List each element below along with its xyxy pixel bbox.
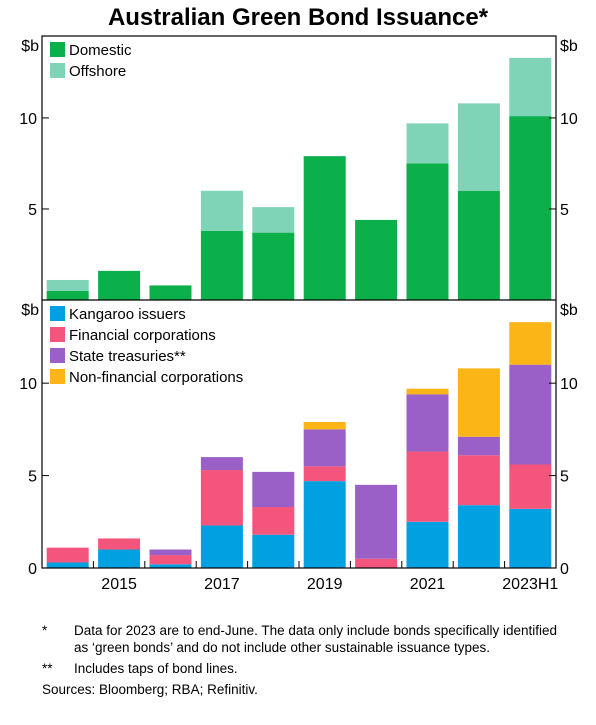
footnote-1: * Data for 2023 are to end-June. The dat…: [42, 622, 572, 656]
top-ytick-label-right-5: 5: [560, 202, 569, 219]
xtick-label-2: 2017: [204, 576, 240, 593]
bottom-bar-2022-series-3: [457, 436, 500, 456]
top-legend-label-1: Domestic: [69, 42, 132, 59]
bottom-bar-2016-series-1: [149, 564, 192, 568]
bottom-bar-2015-series-1: [98, 549, 141, 568]
bottom-unit-right: $b: [560, 302, 578, 319]
bottom-legend-swatch-4: [50, 369, 65, 384]
bottom-bar-2015-series-2: [98, 538, 141, 550]
top-bar-2016-series-1: [149, 285, 192, 300]
footnote-2: ** Includes taps of bond lines.: [42, 660, 572, 677]
bottom-bar-2017-series-1: [200, 525, 243, 568]
top-legend-swatch-1: [50, 42, 65, 57]
top-unit-left: $b: [21, 38, 39, 55]
bottom-bar-2020-series-2: [355, 558, 398, 568]
bottom-legend-swatch-1: [50, 306, 65, 321]
bottom-unit-left: $b: [21, 302, 39, 319]
top-bar-2018-series-1: [252, 232, 295, 300]
bottom-ytick-label-left-5: 5: [28, 469, 37, 486]
bottom-bar-2019-series-4: [303, 421, 346, 430]
top-bar-2018-series-2: [252, 207, 295, 233]
xtick-label-3: 2019: [307, 576, 343, 593]
bottom-bar-2014-series-2: [46, 547, 89, 563]
top-bar-2021-series-1: [406, 163, 449, 300]
footnote-1-text: Data for 2023 are to end-June. The data …: [74, 623, 558, 655]
bottom-bar-2017-series-2: [200, 470, 243, 526]
sources-line: Sources: Bloomberg; RBA; Refinitiv.: [42, 682, 258, 697]
bottom-legend-swatch-3: [50, 348, 65, 363]
footnote-2-mark: **: [42, 661, 53, 676]
bottom-bar-2023-series-2: [509, 464, 552, 509]
top-ytick-label-left-5: 5: [28, 202, 37, 219]
top-bar-2023-series-1: [509, 116, 552, 300]
bottom-bar-2023-series-4: [509, 322, 552, 365]
bottom-ytick-label-left-10: 10: [19, 376, 37, 393]
bottom-bar-2019-series-1: [303, 481, 346, 568]
bottom-bar-2019-series-2: [303, 466, 346, 482]
bottom-bar-2019-series-3: [303, 429, 346, 467]
bottom-bar-2018-series-2: [252, 507, 295, 535]
bottom-bar-2021-series-1: [406, 521, 449, 568]
top-bar-2023-series-2: [509, 57, 552, 117]
bottom-legend-label-3: State treasuries**: [69, 348, 186, 365]
bottom-ytick-label-right-10: 10: [560, 376, 578, 393]
bottom-bar-2020-series-3: [355, 484, 398, 559]
bottom-bar-2021-series-4: [406, 388, 449, 395]
footnotes: * Data for 2023 are to end-June. The dat…: [42, 622, 572, 698]
bottom-bar-2021-series-2: [406, 451, 449, 522]
footnote-2-text: Includes taps of bond lines.: [74, 661, 238, 676]
bottom-bar-2022-series-4: [457, 368, 500, 437]
bottom-legend-swatch-2: [50, 327, 65, 342]
bottom-bar-2023-series-3: [509, 364, 552, 465]
bottom-legend-label-1: Kangaroo issuers: [69, 306, 186, 323]
top-bar-2014-series-1: [46, 290, 89, 300]
bottom-ytick-label-right-0: 0: [560, 561, 569, 578]
top-legend-label-2: Offshore: [69, 63, 126, 80]
top-bar-2022-series-1: [457, 190, 500, 300]
top-bar-2017-series-2: [200, 190, 243, 231]
bottom-bar-2017-series-3: [200, 457, 243, 471]
chart-title: Australian Green Bond Issuance*: [107, 4, 489, 31]
top-unit-right: $b: [560, 38, 578, 55]
top-bar-2014-series-2: [46, 279, 89, 291]
bottom-bar-2018-series-1: [252, 534, 295, 568]
top-bar-2022-series-2: [457, 103, 500, 191]
top-ytick-label-right-10: 10: [560, 111, 578, 128]
bottom-bar-2014-series-1: [46, 562, 89, 568]
bottom-ytick-label-right-5: 5: [560, 469, 569, 486]
green-bond-chart: $b $b 5 5 10 10 Domestic Offshore $b $b 0 0 5 5 10 10 Ka…: [19, 35, 578, 593]
footnote-1-mark: *: [42, 623, 48, 638]
top-bar-2021-series-2: [406, 123, 449, 164]
top-bar-2019-series-1: [303, 156, 346, 300]
top-bar-2017-series-1: [200, 230, 243, 300]
bottom-bar-2022-series-1: [457, 505, 500, 568]
top-bar-2020-series-1: [355, 219, 398, 300]
xtick-label-1: 2015: [101, 576, 137, 593]
top-legend-swatch-2: [50, 63, 65, 78]
bottom-legend-label-2: Financial corporations: [69, 327, 216, 344]
bottom-legend-label-4: Non-financial corporations: [69, 369, 243, 386]
bottom-ytick-label-left-0: 0: [28, 561, 37, 578]
bottom-bar-2016-series-3: [149, 549, 192, 556]
bottom-bar-2018-series-3: [252, 471, 295, 508]
xtick-label-5: 2023H1: [502, 576, 558, 593]
bottom-bar-2022-series-2: [457, 455, 500, 506]
top-bar-2015-series-1: [98, 270, 141, 300]
bottom-bar-2021-series-3: [406, 394, 449, 452]
top-ytick-label-left-10: 10: [19, 111, 37, 128]
xtick-label-4: 2021: [410, 576, 446, 593]
bottom-bar-2016-series-2: [149, 555, 192, 565]
bottom-bar-2023-series-1: [509, 508, 552, 568]
